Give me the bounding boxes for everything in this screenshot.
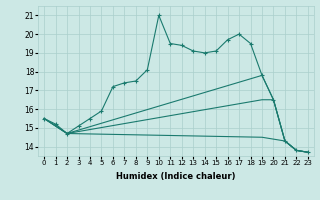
X-axis label: Humidex (Indice chaleur): Humidex (Indice chaleur) [116, 172, 236, 181]
